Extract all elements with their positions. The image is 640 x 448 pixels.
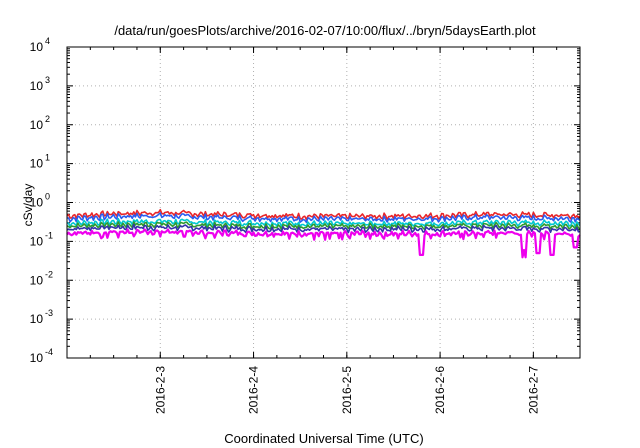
y-tick-exponent: 0 [45,192,50,202]
y-tick-label: 10 [30,351,44,365]
y-tick-exponent: -4 [45,347,53,357]
y-tick-exponent: 1 [45,153,50,163]
grid [67,47,580,358]
chart-title: /data/run/goesPlots/archive/2016-02-07/1… [114,23,536,38]
x-axis-label: Coordinated Universal Time (UTC) [224,431,423,446]
series-line [66,223,581,234]
y-tick-label: 10 [30,234,44,248]
x-tick-label: 2016-2-4 [247,366,261,414]
series-line [66,221,581,231]
series-line [66,217,581,228]
y-tick-exponent: 4 [45,36,50,46]
x-tick-label: 2016-2-6 [433,366,447,414]
series-line [66,208,581,221]
y-tick-label: 10 [30,196,44,210]
y-tick-exponent: 2 [45,114,50,124]
plot-frame [66,46,581,359]
y-tick-exponent: 3 [45,75,50,85]
y-tick-exponent: -3 [45,308,53,318]
y-tick-label: 10 [30,118,44,132]
y-tick-label: 10 [30,157,44,171]
series-line [66,228,581,259]
y-tick-label: 10 [30,40,44,54]
y-axis-label: cSv/day [21,184,35,227]
x-tick-label: 2016-2-5 [340,366,354,414]
x-tick-label: 2016-2-3 [153,366,167,414]
y-tick-label: 10 [30,273,44,287]
series-line [67,212,581,224]
y-tick-label: 10 [30,312,44,326]
x-tick-label: 2016-2-7 [526,366,540,414]
y-tick-exponent: -2 [45,269,53,279]
y-tick-exponent: -1 [45,230,53,240]
y-tick-label: 10 [30,79,44,93]
series-layer [66,208,581,259]
